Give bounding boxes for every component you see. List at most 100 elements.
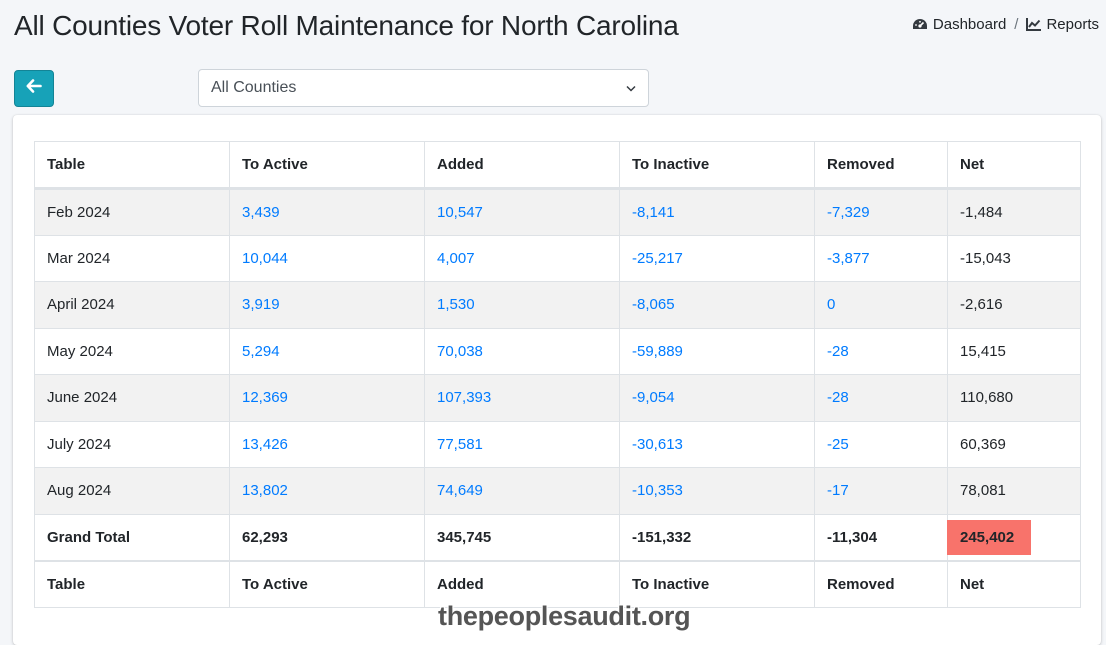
table-row: Mar 2024 10,044 4,007 -25,217 -3,877 -15… bbox=[34, 234, 1081, 282]
removed-link[interactable]: -7,329 bbox=[827, 203, 870, 221]
to-active-cell: 10,044 bbox=[229, 234, 425, 282]
added-link[interactable]: 10,547 bbox=[437, 203, 483, 221]
column-footer: Table bbox=[34, 559, 230, 608]
reports-link[interactable]: Reports bbox=[1026, 16, 1099, 33]
month-cell: May 2024 bbox=[34, 327, 230, 375]
column-header[interactable]: Net bbox=[947, 141, 1081, 190]
column-footer: Net bbox=[947, 559, 1081, 608]
to-inactive-cell: -25,217 bbox=[619, 234, 815, 282]
added-cell: 4,007 bbox=[424, 234, 620, 282]
net-cell: 110,680 bbox=[947, 374, 1081, 422]
total-label: Grand Total bbox=[34, 513, 230, 561]
column-footer: Added bbox=[424, 559, 620, 608]
to-inactive-link[interactable]: -30,613 bbox=[632, 435, 683, 453]
month-cell: July 2024 bbox=[34, 420, 230, 468]
removed-cell: -3,877 bbox=[814, 234, 948, 282]
total-to-active: 62,293 bbox=[229, 513, 425, 561]
column-header[interactable]: Removed bbox=[814, 141, 948, 190]
breadcrumb-separator: / bbox=[1014, 16, 1019, 33]
to-inactive-link[interactable]: -25,217 bbox=[632, 249, 683, 267]
net-cell: 15,415 bbox=[947, 327, 1081, 375]
to-active-cell: 3,439 bbox=[229, 188, 425, 236]
net-cell: -2,616 bbox=[947, 281, 1081, 329]
net-cell: 78,081 bbox=[947, 467, 1081, 515]
total-net-highlight: 245,402 bbox=[947, 519, 1032, 555]
added-link[interactable]: 107,393 bbox=[437, 389, 492, 407]
to-active-link[interactable]: 5,294 bbox=[242, 342, 280, 360]
to-active-cell: 13,426 bbox=[229, 420, 425, 468]
total-to-inactive: -151,332 bbox=[619, 513, 815, 561]
back-button[interactable] bbox=[14, 70, 54, 107]
added-link[interactable]: 1,530 bbox=[437, 296, 475, 314]
to-active-cell: 3,919 bbox=[229, 281, 425, 329]
table-body: Feb 2024 3,439 10,547 -8,141 -7,329 -1,4… bbox=[34, 188, 1081, 561]
table-header: Table To Active Added To Inactive Remove… bbox=[34, 141, 1081, 190]
column-header[interactable]: Added bbox=[424, 141, 620, 190]
to-inactive-cell: -9,054 bbox=[619, 374, 815, 422]
net-cell: -15,043 bbox=[947, 234, 1081, 282]
removed-link[interactable]: 0 bbox=[827, 296, 836, 314]
to-inactive-link[interactable]: -8,141 bbox=[632, 203, 675, 221]
to-active-cell: 12,369 bbox=[229, 374, 425, 422]
removed-link[interactable]: -25 bbox=[827, 435, 849, 453]
county-select-value: All Counties bbox=[211, 79, 297, 96]
month-cell: April 2024 bbox=[34, 281, 230, 329]
removed-link[interactable]: -28 bbox=[827, 342, 849, 360]
added-link[interactable]: 74,649 bbox=[437, 482, 483, 500]
added-link[interactable]: 4,007 bbox=[437, 249, 475, 267]
column-header[interactable]: To Active bbox=[229, 141, 425, 190]
added-link[interactable]: 70,038 bbox=[437, 342, 483, 360]
removed-cell: -28 bbox=[814, 374, 948, 422]
to-inactive-cell: -59,889 bbox=[619, 327, 815, 375]
line-chart-icon bbox=[1026, 18, 1042, 31]
removed-link[interactable]: -17 bbox=[827, 482, 849, 500]
to-active-cell: 5,294 bbox=[229, 327, 425, 375]
column-footer: To Active bbox=[229, 559, 425, 608]
county-select[interactable]: All Counties bbox=[198, 69, 649, 107]
month-cell: Feb 2024 bbox=[34, 188, 230, 236]
to-active-link[interactable]: 12,369 bbox=[242, 389, 288, 407]
removed-link[interactable]: -28 bbox=[827, 389, 849, 407]
removed-link[interactable]: -3,877 bbox=[827, 249, 870, 267]
added-cell: 77,581 bbox=[424, 420, 620, 468]
net-cell: 60,369 bbox=[947, 420, 1081, 468]
removed-cell: -28 bbox=[814, 327, 948, 375]
added-cell: 70,038 bbox=[424, 327, 620, 375]
to-active-link[interactable]: 3,439 bbox=[242, 203, 280, 221]
to-inactive-link[interactable]: -9,054 bbox=[632, 389, 675, 407]
to-active-link[interactable]: 3,919 bbox=[242, 296, 280, 314]
table-footer: Table To Active Added To Inactive Remove… bbox=[34, 559, 1081, 608]
to-inactive-link[interactable]: -10,353 bbox=[632, 482, 683, 500]
to-active-link[interactable]: 13,802 bbox=[242, 482, 288, 500]
removed-cell: -7,329 bbox=[814, 188, 948, 236]
dashboard-link[interactable]: Dashboard bbox=[912, 16, 1006, 33]
column-footer: Removed bbox=[814, 559, 948, 608]
to-inactive-cell: -30,613 bbox=[619, 420, 815, 468]
header-row: Table To Active Added To Inactive Remove… bbox=[34, 141, 1081, 190]
table-row: June 2024 12,369 107,393 -9,054 -28 110,… bbox=[34, 374, 1081, 422]
added-link[interactable]: 77,581 bbox=[437, 435, 483, 453]
breadcrumb: Dashboard / Reports bbox=[912, 16, 1099, 33]
month-cell: Aug 2024 bbox=[34, 467, 230, 515]
removed-cell: -17 bbox=[814, 467, 948, 515]
to-active-link[interactable]: 10,044 bbox=[242, 249, 288, 267]
grand-total-row: Grand Total 62,293 345,745 -151,332 -11,… bbox=[34, 513, 1081, 561]
month-cell: Mar 2024 bbox=[34, 234, 230, 282]
net-cell: -1,484 bbox=[947, 188, 1081, 236]
reports-label: Reports bbox=[1046, 16, 1099, 33]
total-added: 345,745 bbox=[424, 513, 620, 561]
to-inactive-cell: -8,065 bbox=[619, 281, 815, 329]
column-header[interactable]: To Inactive bbox=[619, 141, 815, 190]
to-inactive-link[interactable]: -8,065 bbox=[632, 296, 675, 314]
to-active-link[interactable]: 13,426 bbox=[242, 435, 288, 453]
tachometer-icon bbox=[912, 18, 928, 32]
dashboard-label: Dashboard bbox=[932, 16, 1007, 33]
column-header[interactable]: Table bbox=[34, 141, 230, 190]
table-row: April 2024 3,919 1,530 -8,065 0 -2,616 bbox=[34, 281, 1081, 329]
added-cell: 74,649 bbox=[424, 467, 620, 515]
table-row: July 2024 13,426 77,581 -30,613 -25 60,3… bbox=[34, 420, 1081, 468]
to-active-cell: 13,802 bbox=[229, 467, 425, 515]
added-cell: 1,530 bbox=[424, 281, 620, 329]
to-inactive-link[interactable]: -59,889 bbox=[632, 342, 683, 360]
maintenance-table: Table To Active Added To Inactive Remove… bbox=[34, 141, 1081, 608]
